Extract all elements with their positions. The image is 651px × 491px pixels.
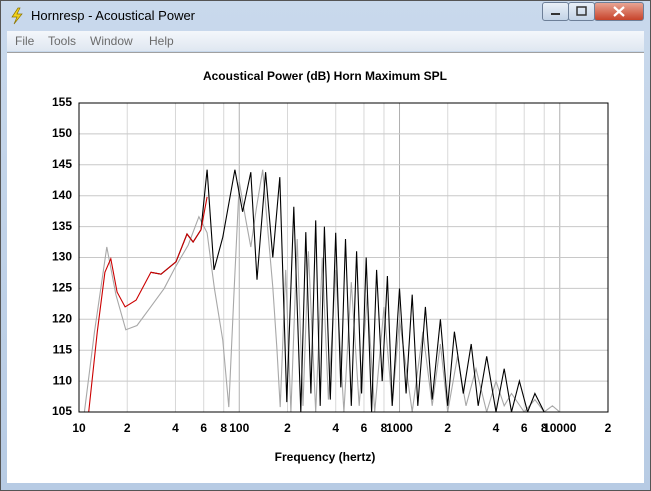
close-button[interactable] — [594, 2, 644, 21]
y-tick-label: 135 — [52, 219, 72, 233]
minimize-button[interactable] — [542, 2, 569, 21]
x-tick-label: 8 — [220, 421, 227, 435]
x-tick-label: 10 — [72, 421, 86, 435]
window-title: Hornresp - Acoustical Power — [31, 8, 196, 23]
series-line — [83, 169, 561, 412]
x-tick-label: 4 — [172, 421, 179, 435]
menu-bar: File Tools Window Help — [7, 31, 644, 51]
series-line — [88, 196, 208, 412]
y-tick-label: 155 — [52, 95, 72, 109]
x-tick-label: 8 — [541, 421, 548, 435]
y-tick-label: 140 — [52, 188, 72, 202]
x-tick-label: 8 — [381, 421, 388, 435]
client-area: Acoustical Power (dB) Horn Maximum SPL F… — [7, 52, 644, 483]
x-tick-label: 4 — [332, 421, 339, 435]
x-tick-label: 2 — [444, 421, 451, 435]
title-bar: Hornresp - Acoustical Power — [1, 1, 650, 30]
x-tick-label: 4 — [493, 421, 500, 435]
menu-item[interactable]: Help — [149, 34, 174, 48]
plot-frame — [78, 102, 609, 413]
x-tick-label: 1000 — [386, 421, 413, 435]
chart: Acoustical Power (dB) Horn Maximum SPL F… — [52, 69, 612, 464]
x-tick-label: 10000 — [543, 421, 577, 435]
y-tick-label: 120 — [52, 311, 72, 325]
menu-item[interactable]: Window — [90, 34, 133, 48]
x-tick-label: 2 — [605, 421, 612, 435]
y-tick-label: 145 — [52, 157, 72, 171]
series-line — [150, 169, 545, 412]
x-tick-label: 6 — [521, 421, 528, 435]
y-tick-label: 110 — [53, 373, 73, 387]
x-tick-label: 2 — [124, 421, 131, 435]
x-tick-label: 100 — [229, 421, 249, 435]
y-tick-label: 150 — [52, 126, 72, 140]
x-tick-label: 6 — [200, 421, 207, 435]
x-axis-label: Frequency (hertz) — [275, 450, 376, 464]
maximize-button[interactable] — [568, 2, 595, 21]
menu-item[interactable]: Tools — [48, 34, 77, 48]
x-tick-label: 2 — [284, 421, 291, 435]
y-tick-label: 115 — [53, 342, 73, 356]
y-tick-label: 125 — [52, 281, 72, 295]
app-icon — [11, 7, 23, 25]
y-tick-label: 105 — [52, 404, 72, 418]
y-tick-label: 130 — [52, 250, 72, 264]
chart-title: Acoustical Power (dB) Horn Maximum SPL — [203, 69, 447, 83]
x-tick-label: 6 — [361, 421, 368, 435]
menu-item[interactable]: File — [15, 34, 35, 48]
